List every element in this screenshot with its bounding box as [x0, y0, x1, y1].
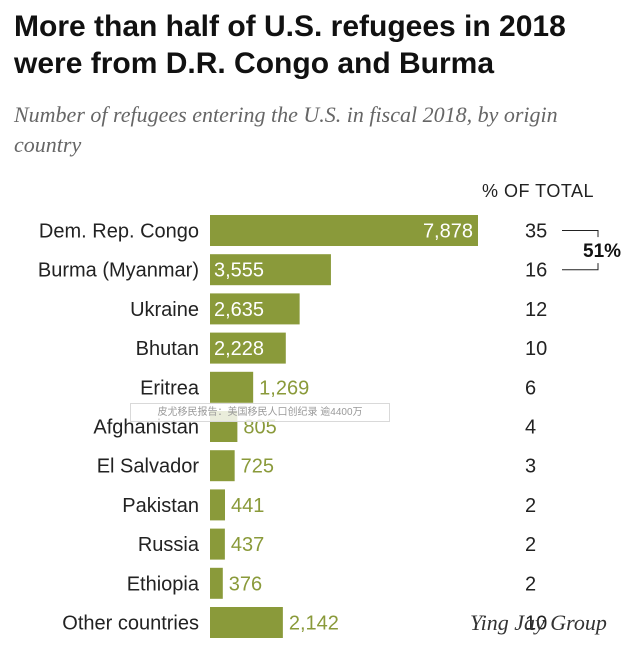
category-label: Pakistan: [122, 495, 199, 517]
value-label: 725: [241, 456, 274, 478]
category-label: Russia: [138, 534, 200, 556]
bracket-label: 51%: [583, 241, 621, 262]
pct-of-total-value: 3: [525, 456, 536, 478]
pct-of-total-value: 10: [525, 613, 547, 635]
value-label: 441: [231, 495, 264, 517]
category-label: Burma (Myanmar): [38, 260, 199, 282]
bar: [210, 528, 225, 560]
chart-subtitle: Number of refugees entering the U.S. in …: [14, 102, 558, 157]
value-label: 805: [243, 417, 276, 439]
category-label: Bhutan: [136, 338, 199, 360]
category-label: Eritrea: [140, 377, 200, 399]
bar: [210, 254, 331, 286]
pct-of-total-value: 10: [525, 338, 547, 360]
category-label: Dem. Rep. Congo: [39, 221, 199, 243]
category-label: Other countries: [62, 613, 199, 635]
category-label: El Salvador: [97, 456, 200, 478]
pct-of-total-value: 2: [525, 534, 536, 556]
pct-of-total-value: 12: [525, 299, 547, 321]
brand-signature: Ying Jay Group: [470, 610, 607, 635]
category-label: Afghanistan: [93, 417, 199, 439]
value-label: 3,555: [214, 260, 264, 282]
value-label: 376: [229, 573, 262, 595]
pct-of-total-value: 2: [525, 495, 536, 517]
pct-of-total-value: 4: [525, 417, 536, 439]
value-label: 2,142: [289, 613, 339, 635]
bar: [210, 567, 223, 599]
watermark-caption: 皮尤移民报告：美国移民人口创纪录 逾4400万: [130, 403, 390, 422]
value-label: 2,228: [214, 338, 264, 360]
bar: [210, 607, 283, 638]
pct-column-header: % OF TOTAL: [482, 181, 594, 201]
value-label: 1,269: [259, 377, 309, 399]
value-label: 437: [231, 534, 264, 556]
bar: [210, 450, 235, 482]
chart-title: More than half of U.S. refugees in 2018 …: [14, 10, 566, 80]
bar: [210, 293, 300, 325]
bar: [210, 371, 254, 403]
bar: [210, 215, 478, 246]
value-label: 2,635: [214, 299, 264, 321]
bracket-label-background: [580, 237, 630, 264]
value-label: 7,878: [423, 221, 473, 243]
category-label: Ethiopia: [127, 573, 200, 595]
pct-of-total-value: 6: [525, 377, 536, 399]
bar: [210, 489, 226, 521]
bar: [210, 332, 286, 364]
pct-of-total-value: 2: [525, 573, 536, 595]
category-label: Ukraine: [130, 299, 199, 321]
pct-of-total-value: 35: [525, 221, 547, 243]
pct-of-total-value: 16: [525, 260, 547, 282]
